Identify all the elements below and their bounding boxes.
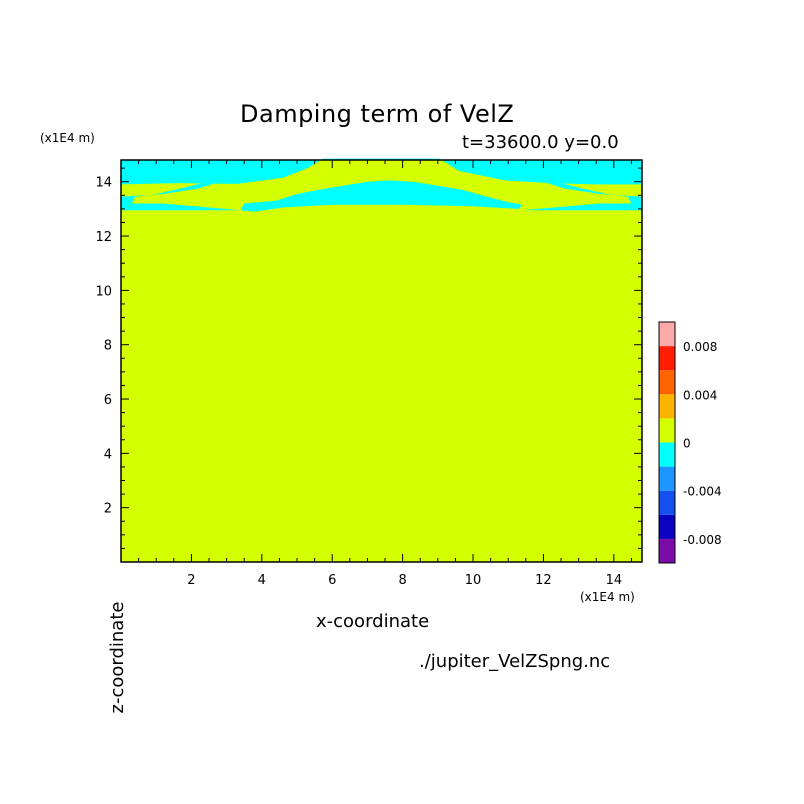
y-tick-label: 12: [95, 230, 112, 245]
damping-region-center: [240, 180, 523, 212]
colorbar-tick-label: -0.008: [683, 533, 722, 547]
colorbar-tick-label: 0: [683, 437, 691, 451]
heatmap-background-field: [121, 160, 642, 562]
colorbar-swatch: [659, 418, 675, 443]
colorbar-swatch: [659, 394, 675, 419]
chart-subtitle: t=33600.0 y=0.0: [462, 132, 619, 153]
colorbar-tick-label: -0.004: [683, 485, 722, 499]
colorbar-tick-label: 0.008: [683, 340, 717, 354]
y-tick-label: 14: [95, 176, 112, 191]
colorbar-swatch: [659, 442, 675, 467]
x-tick-label: 10: [465, 573, 482, 588]
colorbar-swatch: [659, 466, 675, 491]
y-tick-label: 10: [95, 284, 112, 299]
x-tick-label: 6: [328, 573, 336, 588]
y-tick-label: 4: [104, 447, 112, 462]
damping-region-right: [522, 182, 642, 211]
colorbar-swatch: [659, 346, 675, 371]
damping-region-left: [121, 182, 241, 211]
x-axis-label: x-coordinate: [316, 611, 430, 632]
colorbar-tick-label: 0.004: [683, 388, 717, 402]
x-tick-label: 2: [187, 573, 195, 588]
x-tick-label: 4: [258, 573, 266, 588]
colorbar-swatch: [659, 490, 675, 515]
x-tick-label: 14: [606, 573, 623, 588]
damping-region-top: [121, 158, 642, 185]
damping-island-left: [163, 195, 192, 199]
colorbar-swatch: [659, 370, 675, 395]
x-axis-multiplier: (x1E4 m): [580, 590, 635, 604]
colorbar-swatch: [659, 322, 675, 347]
x-tick-label: 12: [535, 573, 552, 588]
y-tick-label: 2: [104, 502, 112, 517]
damping-island-right: [571, 195, 600, 199]
colorbar-swatch: [659, 514, 675, 539]
colorbar-swatch: [659, 538, 675, 563]
colorbar-frame: [658, 321, 676, 564]
x-tick-label: 8: [398, 573, 406, 588]
chart-title: Damping term of VelZ: [240, 100, 515, 128]
plot-frame: [120, 159, 643, 563]
source-filename: ./jupiter_VelZSpng.nc: [419, 651, 611, 672]
y-axis-multiplier: (x1E4 m): [40, 131, 95, 145]
y-tick-label: 8: [104, 339, 112, 354]
y-tick-label: 6: [104, 393, 112, 408]
